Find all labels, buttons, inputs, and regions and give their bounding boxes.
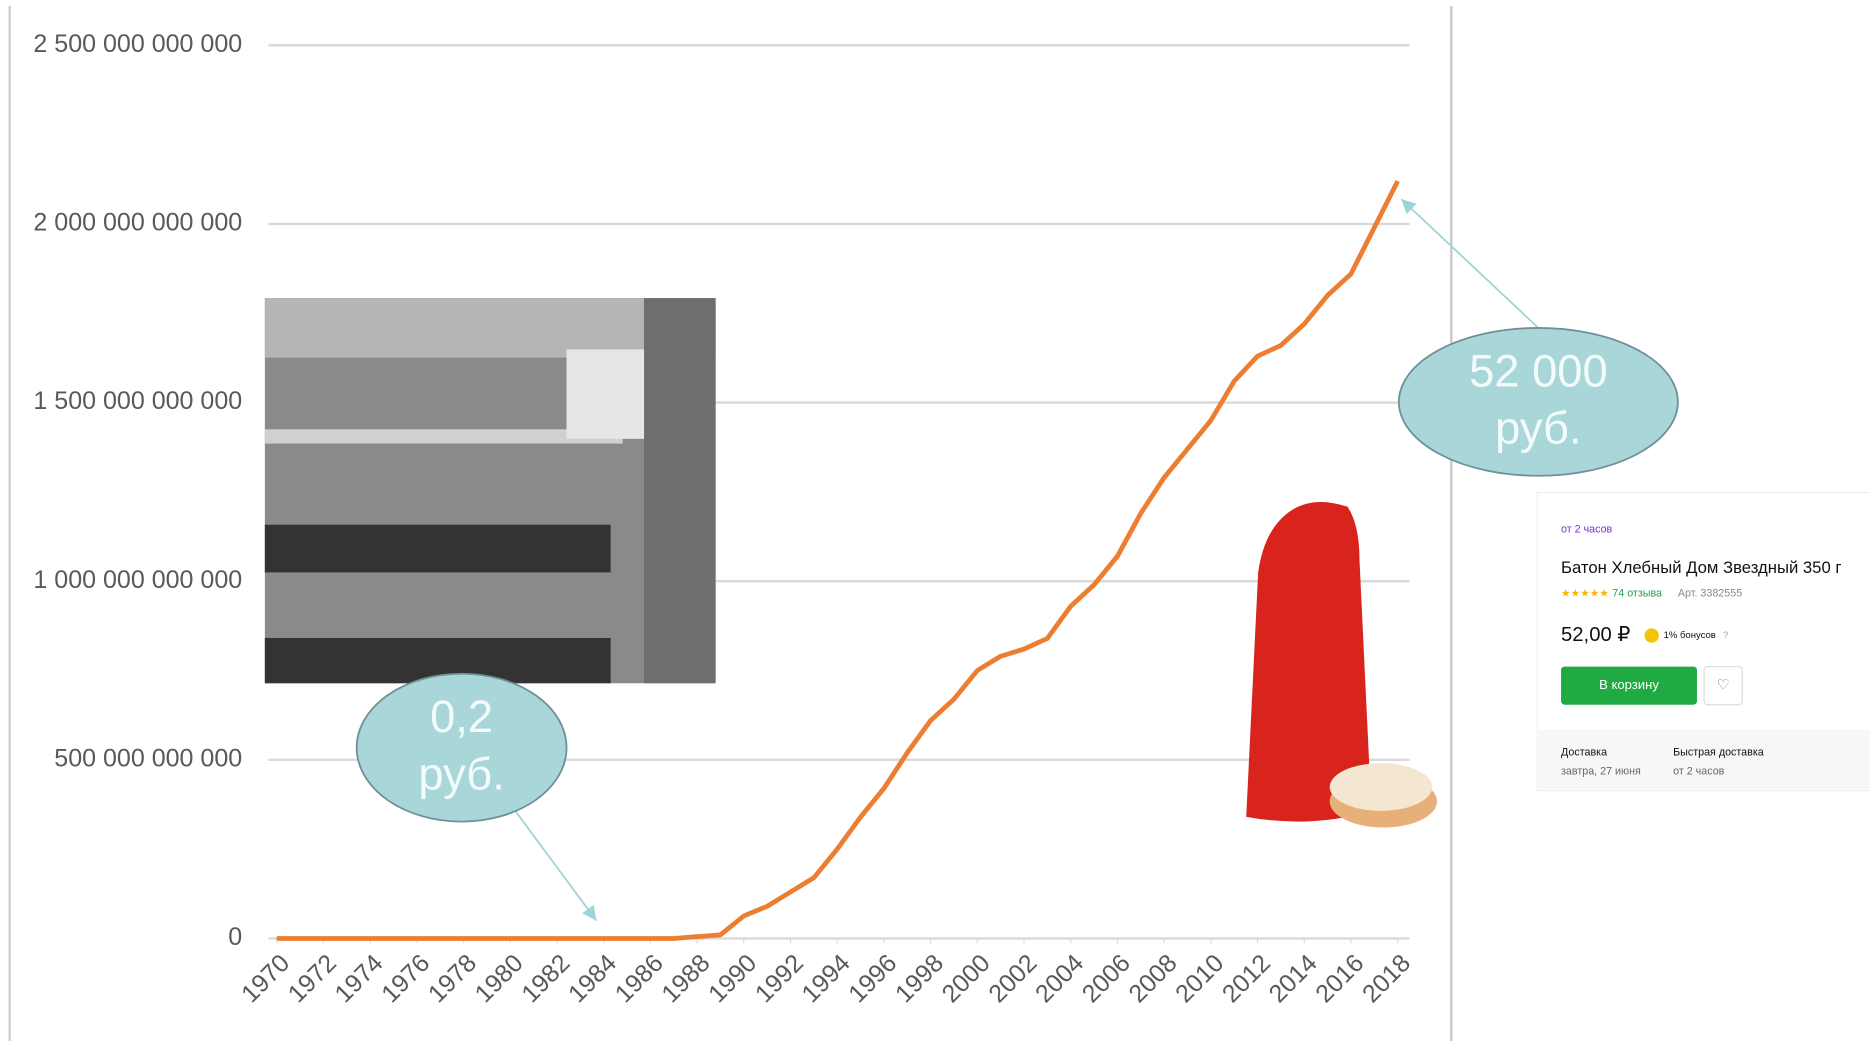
fast-delivery-value: от 2 часов bbox=[1673, 765, 1725, 777]
article: Арт. 3382555 bbox=[1678, 588, 1742, 600]
photo-shelf bbox=[264, 524, 611, 573]
plot-area bbox=[276, 179, 1400, 941]
bonus: 1% бонусов bbox=[1664, 630, 1716, 641]
callout-text: руб. bbox=[1495, 403, 1581, 454]
favorite-icon[interactable]: ♡ bbox=[1717, 677, 1730, 693]
fast-delivery-label: Быстрая доставка bbox=[1673, 746, 1764, 758]
y-tick-label: 1 500 000 000 000 bbox=[33, 387, 242, 415]
photo-shelf bbox=[264, 429, 623, 444]
y-tick-label: 2 500 000 000 000 bbox=[33, 30, 242, 58]
favorite-button[interactable] bbox=[1703, 665, 1743, 706]
photo-wall bbox=[644, 298, 716, 684]
callout-text: 0,2 bbox=[430, 691, 493, 742]
callout-pointer bbox=[1400, 198, 1539, 329]
photo bbox=[264, 298, 716, 684]
y-tick-label: 2 000 000 000 000 bbox=[33, 209, 242, 237]
callout-text: руб. bbox=[418, 748, 504, 799]
bonus-icon bbox=[1644, 628, 1659, 643]
photo-shelf bbox=[264, 298, 716, 358]
callout-pointer bbox=[514, 810, 598, 922]
product-image bbox=[1246, 502, 1438, 828]
annotations: 0,2 руб. 52 000 руб. bbox=[355, 198, 1679, 922]
package bbox=[1246, 502, 1372, 822]
help[interactable]: ? bbox=[1723, 630, 1728, 641]
card-footer bbox=[1537, 729, 1870, 790]
cart-button-label[interactable]: В корзину bbox=[1599, 677, 1659, 692]
price: 52,00 ₽ bbox=[1561, 624, 1630, 646]
delivery-badge: от 2 часов bbox=[1561, 523, 1613, 535]
delivery-value: завтра, 27 июня bbox=[1561, 765, 1641, 777]
bread-slices bbox=[1329, 763, 1433, 811]
delivery-label: Доставка bbox=[1561, 746, 1607, 758]
y-tick-label: 1 000 000 000 000 bbox=[33, 566, 242, 594]
data-line bbox=[276, 179, 1400, 941]
callout-bubble bbox=[1397, 327, 1679, 477]
reviews[interactable]: 74 отзыва bbox=[1612, 588, 1662, 600]
product-card: от 2 часов Батон Хлебный Дом Звездный 35… bbox=[1536, 491, 1870, 792]
callout-bubble bbox=[355, 672, 568, 823]
cart-button[interactable] bbox=[1561, 666, 1697, 705]
stars: ★★★★★ bbox=[1561, 588, 1609, 600]
y-tick-label: 500 000 000 000 bbox=[54, 744, 242, 772]
product-title: Батон Хлебный Дом Звездный 350 г bbox=[1561, 558, 1841, 577]
callout-text: 52 000 bbox=[1469, 345, 1608, 396]
y-tick-label: 0 bbox=[228, 923, 242, 951]
